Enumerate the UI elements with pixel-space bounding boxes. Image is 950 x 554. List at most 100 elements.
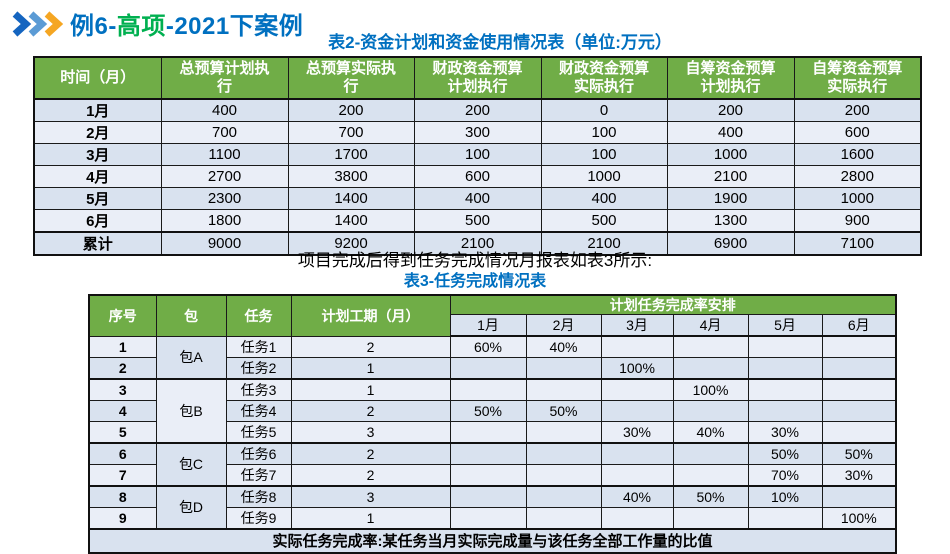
task-duration-cell: 3 bbox=[290, 420, 451, 443]
fund-value-cell: 200 bbox=[666, 98, 795, 122]
task-pct-cell bbox=[449, 420, 527, 443]
task-pct-cell: 100% bbox=[600, 356, 674, 379]
fund-table-row: 2月 700 700 300 100 400 600 bbox=[33, 121, 922, 144]
task-pct-cell: 30% bbox=[747, 420, 823, 443]
task-pct-cell: 100% bbox=[821, 506, 897, 529]
fund-value-cell: 1000 bbox=[666, 143, 795, 166]
month-header: 6月 bbox=[821, 314, 897, 337]
fund-value-cell: 9200 bbox=[287, 231, 415, 256]
fund-value-cell: 1900 bbox=[666, 187, 795, 210]
task-pct-cell bbox=[747, 356, 823, 379]
task-pct-cell bbox=[525, 441, 602, 465]
page-title-part2: 高项 bbox=[116, 13, 166, 40]
task-table-row: 6 包C 任务6 2 50% 50% bbox=[88, 441, 897, 486]
task-pct-cell bbox=[525, 420, 602, 443]
task-pct-cell bbox=[525, 463, 602, 486]
task-pct-cell bbox=[672, 441, 749, 465]
fund-value-cell: 700 bbox=[287, 121, 415, 144]
completion-rate-note: 实际任务完成率:某任务当月实际完成量与该任务全部工作量的比值 bbox=[88, 527, 897, 553]
task-name-cell: 任务4 bbox=[225, 399, 292, 422]
fund-header-total-actual: 总预算实际执行 bbox=[287, 56, 415, 100]
fund-value-cell: 400 bbox=[413, 187, 542, 210]
fund-value-cell: 1400 bbox=[287, 187, 415, 210]
task-pct-cell bbox=[821, 484, 897, 508]
task-pct-cell: 50% bbox=[821, 441, 897, 465]
task-pct-cell bbox=[821, 420, 897, 443]
task-name-cell: 任务8 bbox=[225, 484, 292, 508]
fund-header-time: 时间（月） bbox=[33, 56, 162, 100]
fund-value-cell: 200 bbox=[287, 98, 415, 122]
task-pct-cell: 50% bbox=[525, 399, 602, 422]
task-pct-cell bbox=[821, 377, 897, 401]
task-table-row: 2 任务2 1 100% bbox=[88, 356, 897, 379]
fund-value-cell: 400 bbox=[540, 187, 668, 210]
task-seq-cell: 1 bbox=[88, 335, 157, 358]
task-duration-cell: 2 bbox=[290, 463, 451, 486]
fund-row-label: 4月 bbox=[33, 165, 162, 188]
fund-value-cell: 1700 bbox=[287, 143, 415, 166]
task-duration-cell: 2 bbox=[290, 441, 451, 465]
task-pct-cell bbox=[821, 399, 897, 422]
task-table: 序号 包 任务 计划工期（月） 计划任务完成率安排 1月 2月 3月 4月 5月… bbox=[88, 294, 898, 554]
task-duration-cell: 2 bbox=[290, 399, 451, 422]
task-pct-cell bbox=[525, 377, 602, 401]
task-name-cell: 任务7 bbox=[225, 463, 292, 486]
task-pct-cell bbox=[672, 506, 749, 529]
fund-value-cell: 1800 bbox=[160, 209, 289, 233]
fund-value-cell: 1000 bbox=[540, 165, 668, 188]
fund-table-row: 4月 2700 3800 600 1000 2100 2800 bbox=[33, 165, 922, 188]
task-header-task: 任务 bbox=[225, 294, 292, 337]
task-header-seq: 序号 bbox=[88, 294, 157, 337]
task-table-row: 3 包B 任务3 1 100% bbox=[88, 377, 897, 443]
task-table-footer: 实际任务完成率:某任务当月实际完成量与该任务全部工作量的比值 bbox=[88, 527, 897, 553]
fund-row-label: 1月 bbox=[33, 98, 162, 122]
task-name-cell: 任务3 bbox=[225, 377, 292, 401]
task-pct-cell: 40% bbox=[525, 335, 602, 358]
task-header-plan-span: 计划任务完成率安排 bbox=[449, 294, 897, 315]
fund-row-label: 6月 bbox=[33, 209, 162, 233]
month-header: 5月 bbox=[747, 314, 823, 337]
fund-header-self-actual: 自筹资金预算实际执行 bbox=[793, 56, 922, 100]
fund-header-total-plan: 总预算计划执行 bbox=[160, 56, 289, 100]
task-duration-cell: 2 bbox=[290, 335, 451, 358]
table3-title: 表3-任务完成情况表 bbox=[403, 273, 547, 290]
fund-value-cell: 200 bbox=[793, 98, 922, 122]
task-pct-cell: 50% bbox=[747, 441, 823, 465]
task-pct-cell bbox=[600, 441, 674, 465]
fund-value-cell: 2100 bbox=[666, 165, 795, 188]
task-pct-cell bbox=[525, 356, 602, 379]
task-pct-cell bbox=[600, 377, 674, 401]
page-title-part3: -2021下案例 bbox=[165, 13, 304, 40]
fund-value-cell: 9000 bbox=[160, 231, 289, 256]
fund-row-label: 累计 bbox=[33, 231, 162, 256]
fund-table-row: 累计 9000 9200 2100 2100 6900 7100 bbox=[33, 231, 922, 256]
package-cell: 包B bbox=[155, 377, 227, 443]
fund-value-cell: 1300 bbox=[666, 209, 795, 233]
task-pct-cell bbox=[600, 463, 674, 486]
intro-text: 项目完成后得到任务完成情况月报表如表3所示: bbox=[297, 251, 653, 270]
task-name-cell: 任务1 bbox=[225, 335, 292, 358]
task-pct-cell: 50% bbox=[672, 484, 749, 508]
task-seq-cell: 9 bbox=[88, 506, 157, 529]
fund-row-label: 2月 bbox=[33, 121, 162, 144]
fund-row-label: 3月 bbox=[33, 143, 162, 166]
task-header-duration: 计划工期（月） bbox=[290, 294, 451, 337]
task-header-pkg: 包 bbox=[155, 294, 227, 337]
task-seq-cell: 7 bbox=[88, 463, 157, 486]
fund-row-label: 5月 bbox=[33, 187, 162, 210]
fund-value-cell: 100 bbox=[540, 121, 668, 144]
fund-header-fiscal-actual: 财政资金预算实际执行 bbox=[540, 56, 668, 100]
month-header: 4月 bbox=[672, 314, 749, 337]
fund-value-cell: 200 bbox=[413, 98, 542, 122]
task-table-row: 4 任务4 2 50% 50% bbox=[88, 399, 897, 422]
task-seq-cell: 8 bbox=[88, 484, 157, 508]
fund-table-row: 3月 1100 1700 100 100 1000 1600 bbox=[33, 143, 922, 166]
month-header: 3月 bbox=[600, 314, 674, 337]
task-duration-cell: 3 bbox=[290, 484, 451, 508]
task-pct-cell: 70% bbox=[747, 463, 823, 486]
fund-value-cell: 0 bbox=[540, 98, 668, 122]
task-pct-cell bbox=[600, 399, 674, 422]
task-seq-cell: 3 bbox=[88, 377, 157, 401]
fund-value-cell: 1100 bbox=[160, 143, 289, 166]
task-pct-cell bbox=[525, 484, 602, 508]
